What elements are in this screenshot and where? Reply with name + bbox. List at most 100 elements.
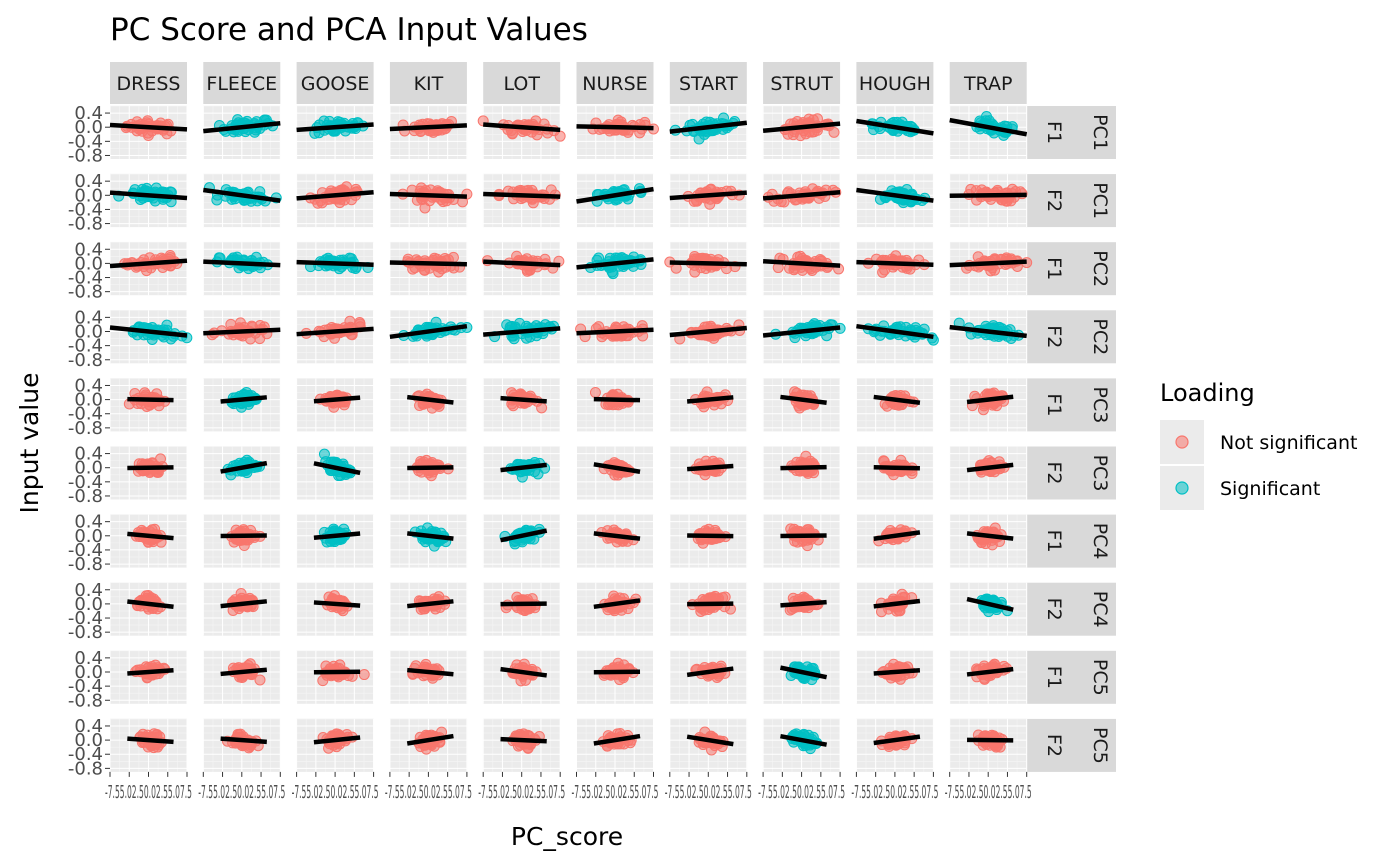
panel-pc4-f2-nurse (576, 582, 654, 636)
data-point (151, 388, 163, 400)
panel-pc3-f1-goose (296, 378, 375, 432)
fit-line (203, 120, 281, 134)
panel-pc2-f2-dress (109, 309, 193, 364)
panel-pc1-f2-hough (855, 173, 934, 228)
panel-pc1-f1-goose (296, 105, 375, 159)
panel-pc1-f1-lot (477, 105, 566, 159)
column-strips: DRESS FLEECE GOOSE KIT LOT NURSE START STRUT HOU… (110, 62, 1027, 104)
panel-pc3-f1-dress (109, 378, 188, 432)
panel-pc4-f1-hough (855, 514, 934, 568)
panel-pc1-f2-goose (296, 173, 375, 228)
fit-line (856, 259, 934, 267)
fit-line (296, 259, 374, 267)
panel-pc2-f2-start (669, 309, 748, 364)
fit-line (389, 191, 467, 199)
strip-bg-nurse (576, 62, 654, 104)
panel-pc4-f2-dress (109, 582, 188, 636)
fit-line (296, 122, 374, 133)
fit-line (669, 260, 747, 267)
row-strip-pc-9: PC5 (1089, 727, 1111, 764)
data-point (164, 249, 176, 261)
panel-pc3-f1-strut (762, 378, 841, 432)
fit-line (856, 187, 934, 203)
fit-line (127, 465, 174, 471)
panel-pc3-f1-trap (949, 378, 1028, 432)
row-strip-f-5: F2 (1043, 461, 1065, 484)
panel-pc1-f2-dress (109, 173, 188, 228)
row-strip-pc-4: PC3 (1089, 386, 1111, 423)
panel-pc1-f1-hough (855, 105, 934, 159)
row-strip-f-6: F1 (1043, 530, 1065, 553)
row-strip-pc-5: PC3 (1089, 455, 1111, 492)
strip-label-dress: DRESS (117, 73, 181, 95)
panel-pc4-f1-kit (389, 514, 468, 568)
row-strip-pc-3: PC2 (1089, 318, 1111, 355)
facet-panels (109, 105, 1033, 772)
data-point (918, 323, 930, 335)
panel-pc4-f1-trap (949, 514, 1028, 568)
data-point (989, 522, 1001, 534)
row-strip-f-3: F2 (1043, 325, 1065, 348)
row-strip-bg-4 (1026, 378, 1116, 432)
row-strip-bg-5 (1026, 446, 1116, 500)
panel-pc2-f2-goose (296, 309, 375, 364)
panel-pc3-f1-fleece (202, 378, 281, 432)
panel-pc2-f1-trap (949, 241, 1033, 296)
panel-pc4-f1-nurse (576, 514, 654, 568)
panel-pc4-f2-goose (296, 582, 375, 636)
panel-pc3-f2-hough (855, 446, 934, 500)
strip-bg-kit (389, 62, 467, 104)
panel-pc1-f1-start (669, 105, 748, 159)
panel-pc3-f2-start (669, 446, 748, 500)
panel-pc4-f1-lot (482, 514, 561, 568)
panel-pc1-f1-dress (109, 105, 188, 159)
row-strip-bg-7 (1026, 582, 1116, 636)
fit-line (856, 118, 934, 136)
panel-pc4-f1-goose (296, 514, 375, 568)
row-strip-f-2: F1 (1043, 257, 1065, 280)
panel-pc4-f2-kit (389, 582, 468, 636)
data-point (426, 402, 438, 414)
row-strip-pc-6: PC4 (1089, 523, 1111, 560)
data-point (828, 126, 840, 138)
data-point (433, 591, 445, 603)
fit-line (949, 117, 1028, 137)
row-strip-bg-1 (1026, 174, 1116, 228)
panel-pc2-f2-fleece (202, 309, 281, 364)
strip-bg-start (669, 62, 747, 104)
fit-line (780, 464, 827, 471)
panel-pc1-f2-strut (762, 173, 842, 228)
data-point (254, 333, 266, 345)
row-strip-f-8: F1 (1043, 666, 1065, 689)
panel-pc1-f2-fleece (202, 173, 282, 228)
fit-line (576, 186, 654, 204)
panel-pc4-f1-start (669, 514, 748, 568)
row-strip-f-4: F1 (1043, 393, 1065, 416)
fit-line (483, 122, 561, 133)
fit-line (483, 191, 561, 199)
strip-bg-hough (856, 62, 934, 104)
fit-line (873, 464, 920, 471)
fit-line (407, 465, 454, 471)
fit-line (949, 192, 1027, 198)
row-strip-pc-0: PC1 (1089, 114, 1111, 151)
fit-line (669, 120, 748, 134)
panel-pc3-f1-lot (482, 378, 561, 432)
strip-label-strut: STRUT (770, 73, 833, 95)
panel-pc2-f2-hough (855, 309, 939, 364)
panel-pc2-f2-kit (389, 309, 473, 364)
panel-pc1-f2-trap (949, 173, 1028, 228)
fit-line (389, 123, 468, 132)
fit-line (762, 189, 841, 201)
panel-pc4-f1-fleece (202, 514, 281, 568)
panel-pc2-f2-trap (949, 309, 1028, 364)
panel-pc2-f2-strut (762, 309, 846, 364)
panel-pc2-f1-lot (481, 241, 565, 296)
fit-line (687, 533, 734, 539)
panel-pc3-f1-nurse (576, 378, 654, 432)
panel-pc4-f2-fleece (202, 582, 281, 636)
fit-line (127, 396, 174, 403)
data-point (965, 183, 977, 195)
strip-label-lot: LOT (503, 73, 540, 95)
data-point (329, 332, 341, 344)
